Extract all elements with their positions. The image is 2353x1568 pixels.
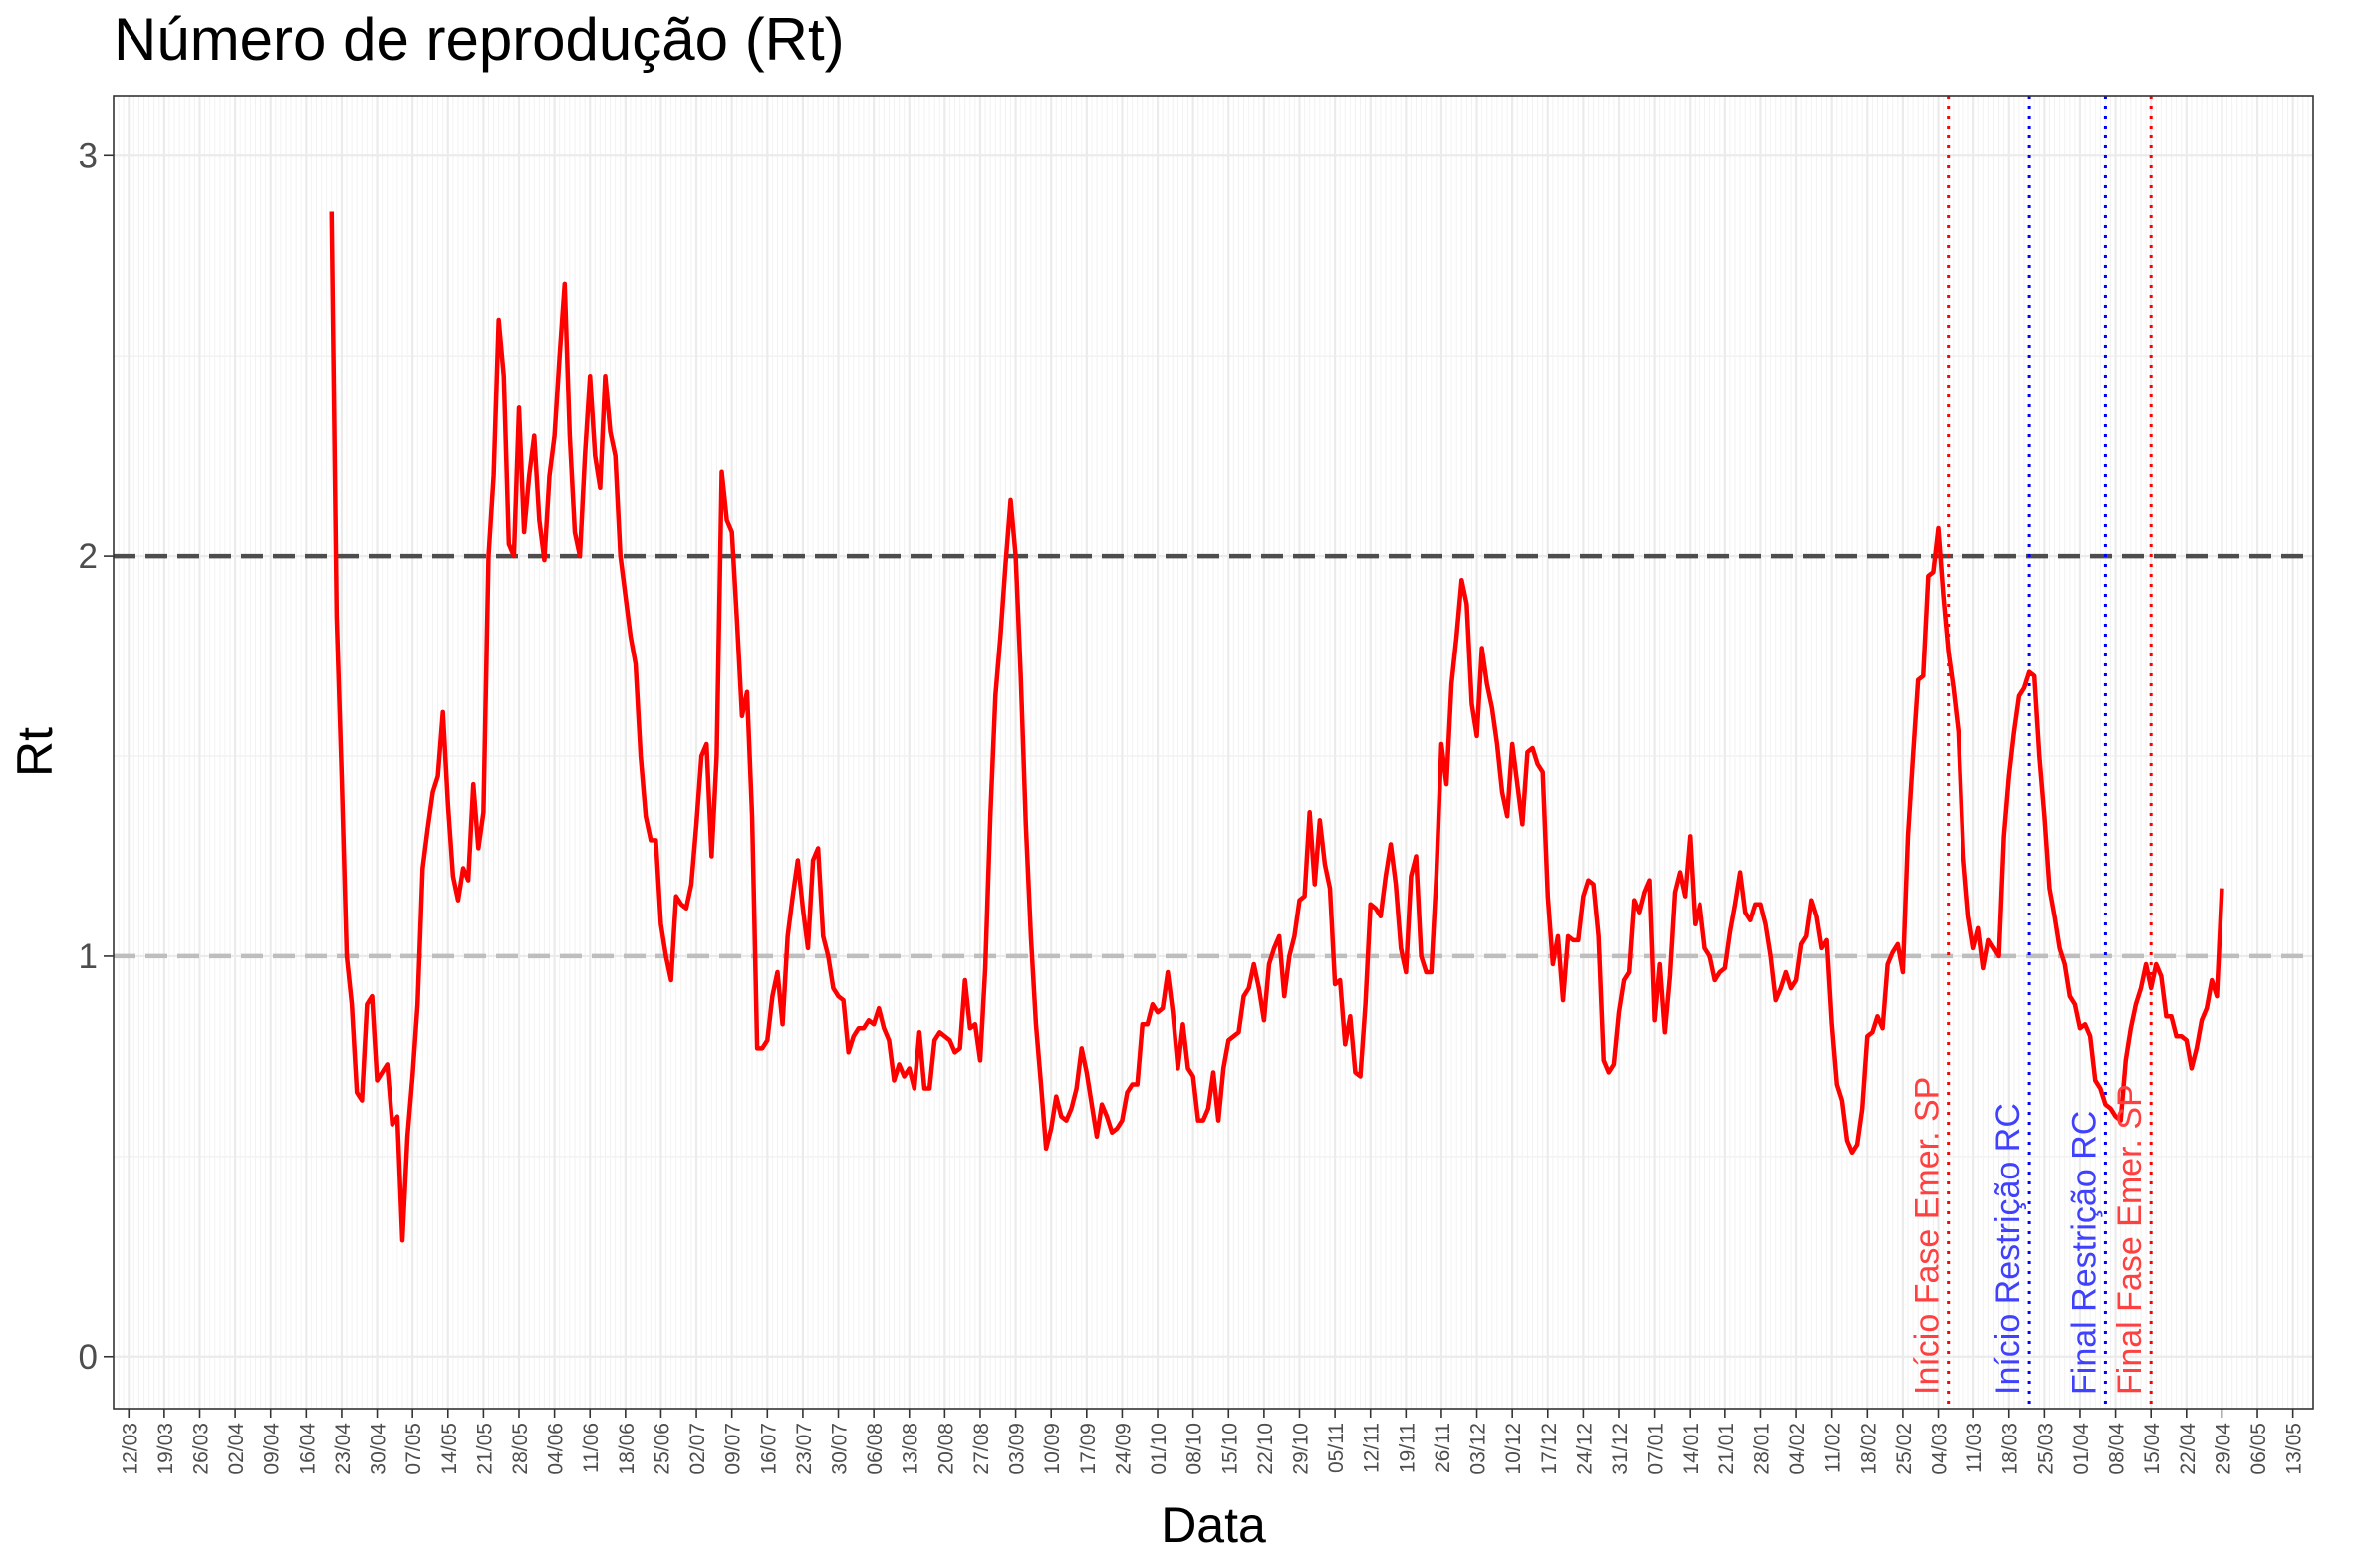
- x-tick-label: 23/07: [793, 1423, 816, 1475]
- x-tick-label: 25/03: [2034, 1423, 2057, 1475]
- x-tick-label: 14/05: [438, 1423, 461, 1475]
- x-tick-label: 09/07: [722, 1423, 745, 1475]
- x-tick-label: 10/09: [1041, 1423, 1064, 1475]
- x-tick-label: 03/12: [1467, 1423, 1490, 1475]
- x-tick-label: 11/02: [1822, 1423, 1845, 1473]
- x-axis-title: Data: [1161, 1497, 1266, 1553]
- y-tick-label: 1: [79, 937, 98, 976]
- x-tick-label: 23/04: [332, 1423, 355, 1475]
- x-tick-label: 04/06: [545, 1423, 568, 1475]
- x-tick-label: 18/06: [616, 1423, 639, 1475]
- x-tick-label: 30/07: [829, 1423, 852, 1475]
- event-label: Final Fase Emer. SP: [2111, 1084, 2149, 1395]
- x-tick-label: 26/11: [1432, 1423, 1454, 1473]
- event-label: Início Restrição RC: [1989, 1103, 2027, 1395]
- x-tick-label: 15/04: [2141, 1423, 2164, 1475]
- x-tick-label: 08/10: [1183, 1423, 1206, 1475]
- x-tick-label: 02/07: [686, 1423, 709, 1475]
- y-tick-label: 0: [79, 1338, 98, 1377]
- x-tick-label: 16/04: [296, 1423, 319, 1475]
- x-tick-label: 30/04: [368, 1423, 391, 1475]
- x-tick-label: 03/09: [1006, 1423, 1029, 1475]
- chart-title: Número de reprodução (Rt): [114, 6, 845, 73]
- x-tick-label: 25/02: [1893, 1423, 1916, 1475]
- x-tick-label: 06/08: [864, 1423, 887, 1475]
- x-tick-label: 01/10: [1148, 1423, 1171, 1475]
- event-label: Final Restrição RC: [2065, 1111, 2103, 1395]
- y-tick-label: 3: [79, 136, 98, 175]
- x-tick-label: 11/03: [1963, 1423, 1986, 1473]
- x-tick-label: 14/01: [1680, 1423, 1702, 1475]
- x-tick-label: 12/03: [119, 1423, 141, 1475]
- x-tick-label: 22/10: [1254, 1423, 1277, 1475]
- x-tick-label: 24/09: [1112, 1423, 1135, 1475]
- event-label: Início Fase Emer. SP: [1909, 1077, 1947, 1395]
- x-tick-label: 15/10: [1218, 1423, 1241, 1475]
- x-tick-label: 21/01: [1715, 1423, 1738, 1475]
- x-tick-label: 26/03: [190, 1423, 213, 1475]
- x-tick-label: 19/11: [1396, 1423, 1419, 1473]
- x-tick-label: 16/07: [757, 1423, 780, 1475]
- y-tick-label: 2: [79, 537, 98, 576]
- x-tick-label: 09/04: [261, 1423, 284, 1475]
- x-tick-label: 17/12: [1538, 1423, 1561, 1475]
- x-tick-label: 17/09: [1077, 1423, 1100, 1475]
- x-tick-label: 12/11: [1361, 1423, 1384, 1473]
- x-tick-label: 02/04: [225, 1423, 248, 1475]
- x-tick-label: 22/04: [2177, 1423, 2200, 1475]
- x-axis: 12/03 19/03 26/03 02/04 09/04 16/04 23/04 30/04…: [119, 1409, 2306, 1475]
- x-tick-label: 28/05: [509, 1423, 532, 1475]
- x-tick-label: 07/01: [1645, 1423, 1668, 1475]
- x-tick-label: 08/04: [2106, 1423, 2129, 1475]
- x-tick-label: 13/05: [2283, 1423, 2306, 1475]
- reference-lines: [114, 553, 2313, 959]
- plot-border: [113, 95, 2314, 1410]
- x-tick-label: 06/05: [2247, 1423, 2270, 1475]
- rt-series-line: [329, 211, 2224, 1243]
- x-tick-label: 29/04: [2212, 1423, 2234, 1475]
- x-tick-label: 28/01: [1751, 1423, 1774, 1475]
- x-tick-label: 11/06: [580, 1423, 603, 1473]
- x-tick-label: 13/08: [900, 1423, 922, 1475]
- x-tick-label: 07/05: [402, 1423, 425, 1475]
- x-tick-label: 19/03: [154, 1423, 177, 1475]
- y-axis: 0 1 2 3: [79, 136, 114, 1377]
- grid-lines: [113, 96, 2314, 1409]
- x-tick-label: 18/03: [1999, 1423, 2022, 1475]
- event-labels: Início Fase Emer. SP Início Restrição RC F…: [1909, 1077, 2150, 1395]
- x-tick-label: 27/08: [970, 1423, 993, 1475]
- x-tick-label: 05/11: [1325, 1423, 1348, 1473]
- x-tick-label: 01/04: [2070, 1423, 2093, 1475]
- x-tick-label: 25/06: [652, 1423, 674, 1475]
- series-layer: [329, 211, 2224, 1243]
- y-axis-title: Rt: [7, 727, 63, 777]
- x-tick-label: 20/08: [934, 1423, 957, 1475]
- x-tick-label: 21/05: [473, 1423, 496, 1475]
- x-tick-label: 04/03: [1929, 1423, 1952, 1475]
- x-tick-label: 31/12: [1609, 1423, 1632, 1475]
- x-tick-label: 18/02: [1857, 1423, 1880, 1475]
- x-tick-label: 24/12: [1573, 1423, 1596, 1475]
- x-tick-label: 10/12: [1502, 1423, 1525, 1475]
- x-tick-label: 29/10: [1290, 1423, 1313, 1475]
- x-tick-label: 04/02: [1786, 1423, 1809, 1475]
